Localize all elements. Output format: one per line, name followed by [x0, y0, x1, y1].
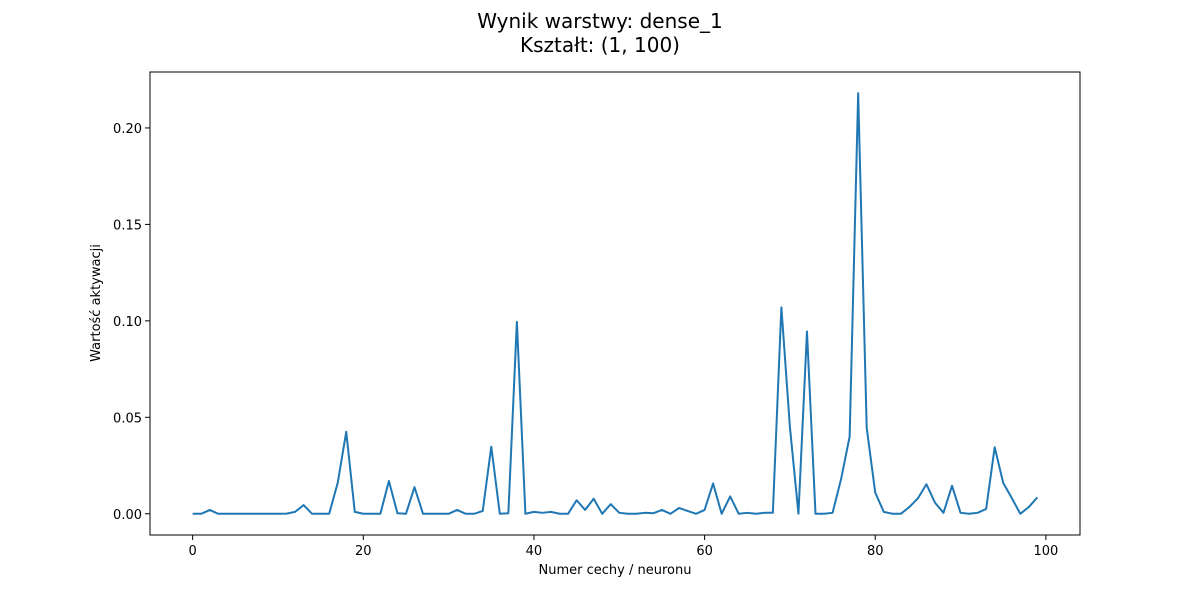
x-tick-label: 20 [355, 544, 372, 559]
chart-subtitle: Kształt: (1, 100) [520, 33, 680, 57]
series-line [192, 92, 1039, 515]
y-tick-label: 0.15 [113, 218, 142, 233]
y-axis-ticks: 0.00 0.05 0.10 0.15 0.20 [113, 122, 150, 523]
chart-title: Wynik warstwy: dense_1 [477, 9, 723, 33]
x-axis-ticks: 0 20 40 60 80 100 [189, 535, 1058, 559]
y-tick-label: 0.05 [113, 411, 142, 426]
y-tick-label: 0.10 [113, 315, 142, 330]
x-tick-label: 0 [189, 544, 197, 559]
x-tick-label: 80 [867, 544, 884, 559]
axes-frame [149, 71, 1081, 536]
y-tick-label: 0.00 [113, 508, 142, 523]
y-tick-label: 0.20 [113, 122, 142, 137]
y-axis-label: Wartość aktywacji [89, 244, 104, 362]
x-axis-label: Numer cechy / neuronu [539, 563, 692, 578]
x-tick-label: 60 [696, 544, 713, 559]
x-tick-label: 100 [1033, 544, 1058, 559]
x-tick-label: 40 [526, 544, 543, 559]
